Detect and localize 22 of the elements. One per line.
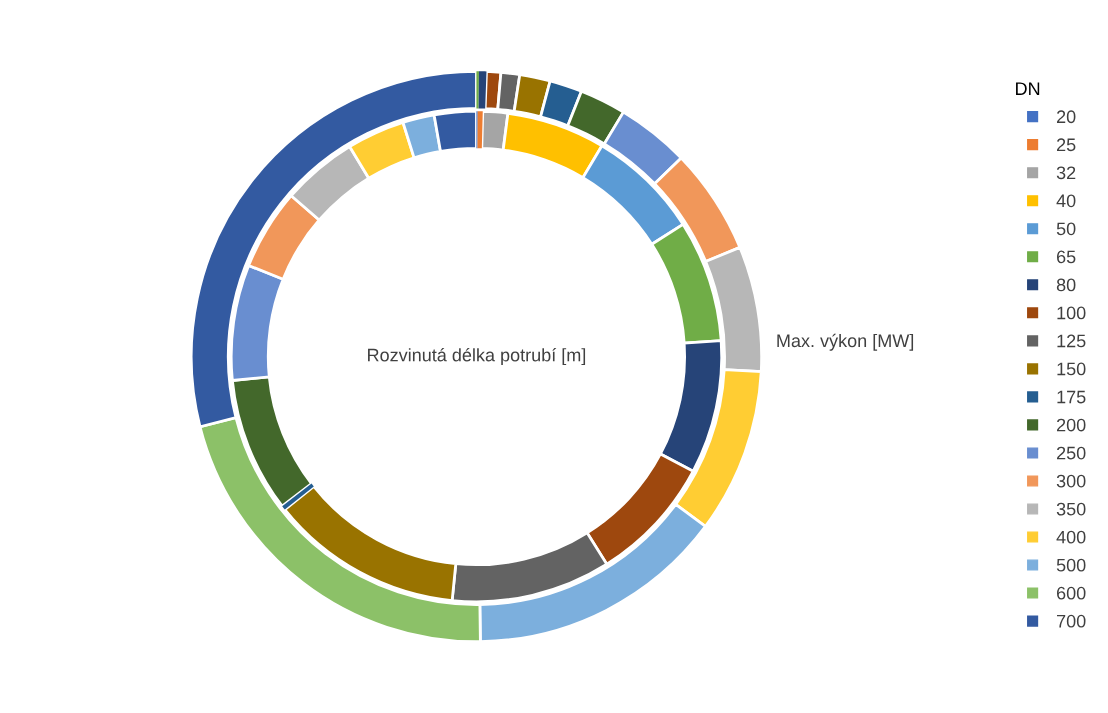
legend-label: 50	[1056, 222, 1076, 236]
legend-label: 300	[1056, 474, 1086, 488]
legend-label: 100	[1057, 306, 1086, 320]
legend-label: 125	[1057, 334, 1086, 348]
legend-label: 40	[1056, 194, 1076, 208]
legend-label: 175	[1057, 390, 1086, 404]
legend-label: 80	[1056, 278, 1076, 292]
legend-label: 500	[1056, 558, 1086, 572]
legend-label: 200	[1057, 418, 1086, 432]
legend-title: DN	[1016, 82, 1040, 95]
legend-label: 32	[1056, 166, 1076, 180]
legend-label: 400	[1056, 530, 1086, 544]
slice-label: Rozvinutá délka potrubí [m]	[368, 347, 586, 366]
legend-label: 600	[1057, 586, 1086, 600]
legend-label: 350	[1056, 502, 1086, 516]
legend-label: 700	[1057, 614, 1086, 628]
legend-label: 20	[1057, 110, 1076, 124]
legend-label: 65	[1057, 250, 1076, 264]
legend-label: 250	[1057, 446, 1086, 460]
slice-label: Max. výkon [MW]	[777, 333, 914, 351]
legend-label: 150	[1057, 362, 1086, 376]
legend-label: 25	[1057, 138, 1076, 152]
